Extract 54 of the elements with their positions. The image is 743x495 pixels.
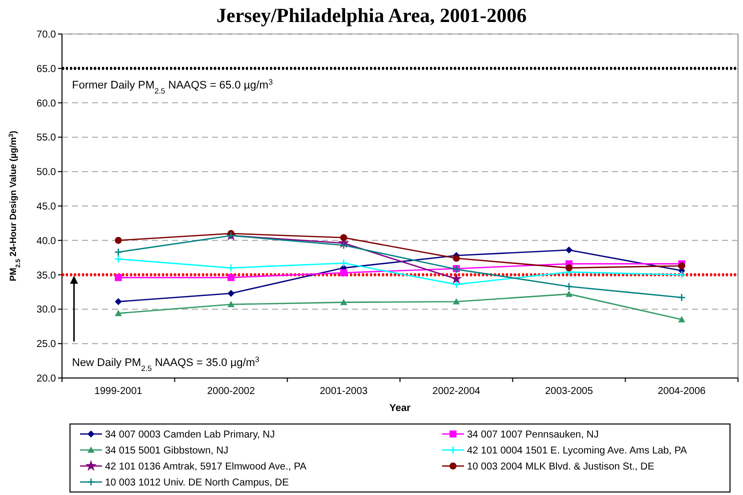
y-tick-label: 55.0 — [36, 132, 56, 144]
point — [340, 234, 348, 242]
point — [228, 290, 234, 297]
y-tick-label: 30.0 — [36, 304, 56, 316]
legend-label: 34 015 5001 Gibbstown, NJ — [105, 446, 228, 456]
point — [114, 254, 122, 264]
y-tick-label: 25.0 — [36, 339, 56, 350]
point — [452, 298, 460, 304]
point — [114, 236, 122, 244]
point — [228, 300, 234, 308]
y-tick-label: 40.0 — [36, 236, 56, 247]
point — [452, 280, 460, 289]
point — [114, 310, 122, 316]
x-tick-label: 2004-2006 — [658, 386, 706, 397]
legend-label: 34 007 0003 Camden Lab Primary, NJ — [105, 430, 275, 440]
point — [678, 293, 686, 302]
point — [340, 298, 348, 306]
x-tick-label: 2002-2004 — [432, 386, 481, 397]
point — [452, 254, 460, 262]
point — [114, 298, 122, 306]
legend-label: 10 003 2004 MLK Blvd. & Justison St., DE — [467, 462, 655, 472]
y-tick-label: 70.0 — [36, 30, 56, 40]
point — [340, 258, 348, 268]
point — [566, 264, 572, 272]
y-tick-label: 35.0 — [36, 270, 56, 282]
point — [566, 290, 572, 297]
x-tick-label: 2003-2005 — [545, 386, 594, 397]
y-tick-label: 65.0 — [36, 64, 56, 75]
point — [340, 241, 348, 250]
y-tick-label: 45.0 — [36, 202, 56, 212]
x-tick-label: 2000-2002 — [207, 386, 256, 397]
point — [226, 264, 236, 272]
chart-title: Jersey/Philadelphia Area, 2001-2006 — [216, 5, 527, 27]
point — [564, 282, 574, 291]
point — [340, 269, 348, 276]
point — [678, 270, 686, 279]
x-tick-label: 1999-2001 — [94, 386, 143, 397]
legend-label: 10 003 1012 Univ. DE North Campus, DE — [105, 478, 290, 488]
point — [114, 274, 122, 282]
annotation: New Daily PM$_{2.5}$ NAAQS = 35.0 µg/m$^{3}$ — [72, 354, 260, 372]
y-tick-label: 50.0 — [36, 167, 56, 178]
point — [566, 246, 572, 254]
y-tick-label: 60.0 — [36, 98, 56, 110]
x-axis-title: Year — [389, 403, 411, 414]
y-tick-label: 20.0 — [36, 374, 56, 384]
x-tick-label: 2001-2003 — [320, 386, 368, 397]
legend-label: 42 101 0136 Amtrak, 5917 Elmwood Ave., PA — [105, 462, 307, 472]
legend-label: 34 007 1007 Pennsauken, NJ — [467, 430, 599, 440]
point — [450, 272, 462, 284]
annotation: Former Daily PM$_{2.5}$ NAAQS = 65.0 µg/m$^{3}$ — [72, 76, 273, 95]
point — [678, 316, 686, 322]
point — [228, 274, 234, 282]
point — [114, 248, 122, 256]
legend-label: 42 101 0004 1501 E. Lycoming Ave. Ams Lab, PA — [467, 446, 688, 456]
